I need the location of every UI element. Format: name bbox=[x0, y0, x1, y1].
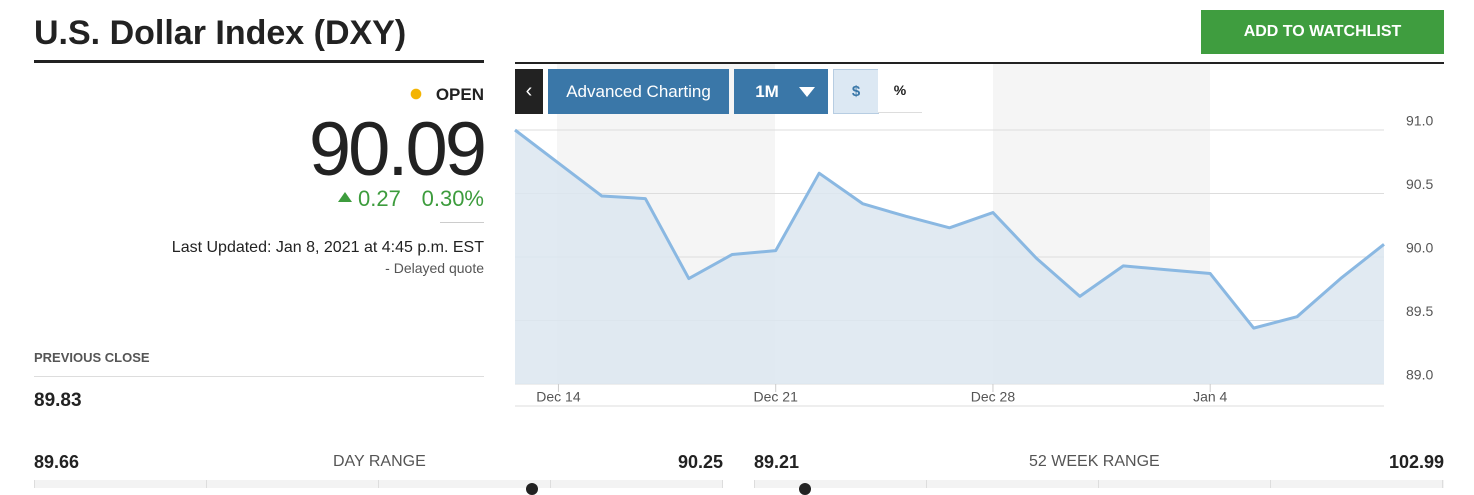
day-low: 89.66 bbox=[34, 452, 80, 472]
change-percent: 0.30% bbox=[421, 186, 484, 211]
advanced-charting-button[interactable]: Advanced Charting bbox=[548, 69, 729, 114]
watchlist-button[interactable]: ADD TO WATCHLIST bbox=[1201, 10, 1444, 54]
week52-range-bar bbox=[754, 480, 1444, 488]
day-high: 90.25 bbox=[677, 452, 723, 472]
day-range-label: DAY RANGE bbox=[333, 453, 426, 470]
market-status: OPEN bbox=[435, 85, 484, 104]
y-tick-label: 91.0 bbox=[1406, 113, 1433, 129]
price: 90.09 bbox=[308, 107, 487, 192]
previous-close-label: PREVIOUS CLOSE bbox=[34, 350, 150, 365]
delayed-note: - Delayed quote bbox=[385, 260, 484, 276]
week52-range-marker bbox=[799, 483, 811, 495]
day-range-bar bbox=[34, 480, 723, 488]
week52-range-label: 52 WEEK RANGE bbox=[1029, 453, 1160, 470]
divider bbox=[34, 376, 484, 377]
y-tick-label: 89.0 bbox=[1406, 367, 1433, 383]
range-button[interactable]: 1M bbox=[734, 69, 800, 114]
week52-high: 102.99 bbox=[1388, 452, 1444, 472]
day-range-marker bbox=[526, 483, 538, 495]
x-tick-label: Dec 14 bbox=[536, 389, 581, 405]
dollar-toggle[interactable]: $ bbox=[833, 69, 879, 114]
y-tick-label: 90.0 bbox=[1406, 240, 1433, 256]
title-rule bbox=[34, 60, 484, 63]
up-arrow bbox=[338, 192, 352, 202]
divider bbox=[440, 222, 484, 223]
change: 0.27 bbox=[358, 186, 401, 211]
week52-low: 89.21 bbox=[754, 452, 800, 472]
dropdown-caret bbox=[799, 87, 815, 97]
back-button[interactable]: ‹ bbox=[515, 69, 543, 114]
x-tick-label: Dec 21 bbox=[754, 389, 799, 405]
y-tick-label: 89.5 bbox=[1406, 303, 1433, 319]
x-tick-label: Jan 4 bbox=[1193, 389, 1227, 405]
last-updated: Last Updated: Jan 8, 2021 at 4:45 p.m. E… bbox=[171, 239, 484, 256]
sun-icon bbox=[406, 84, 426, 104]
previous-close: 89.83 bbox=[34, 390, 82, 411]
x-tick-label: Dec 28 bbox=[971, 389, 1016, 405]
area bbox=[515, 130, 1384, 384]
y-tick-label: 90.5 bbox=[1406, 176, 1433, 192]
line bbox=[514, 128, 1385, 330]
percent-toggle[interactable]: % bbox=[878, 69, 922, 113]
page-title: U.S. Dollar Index (DXY) bbox=[34, 14, 407, 52]
